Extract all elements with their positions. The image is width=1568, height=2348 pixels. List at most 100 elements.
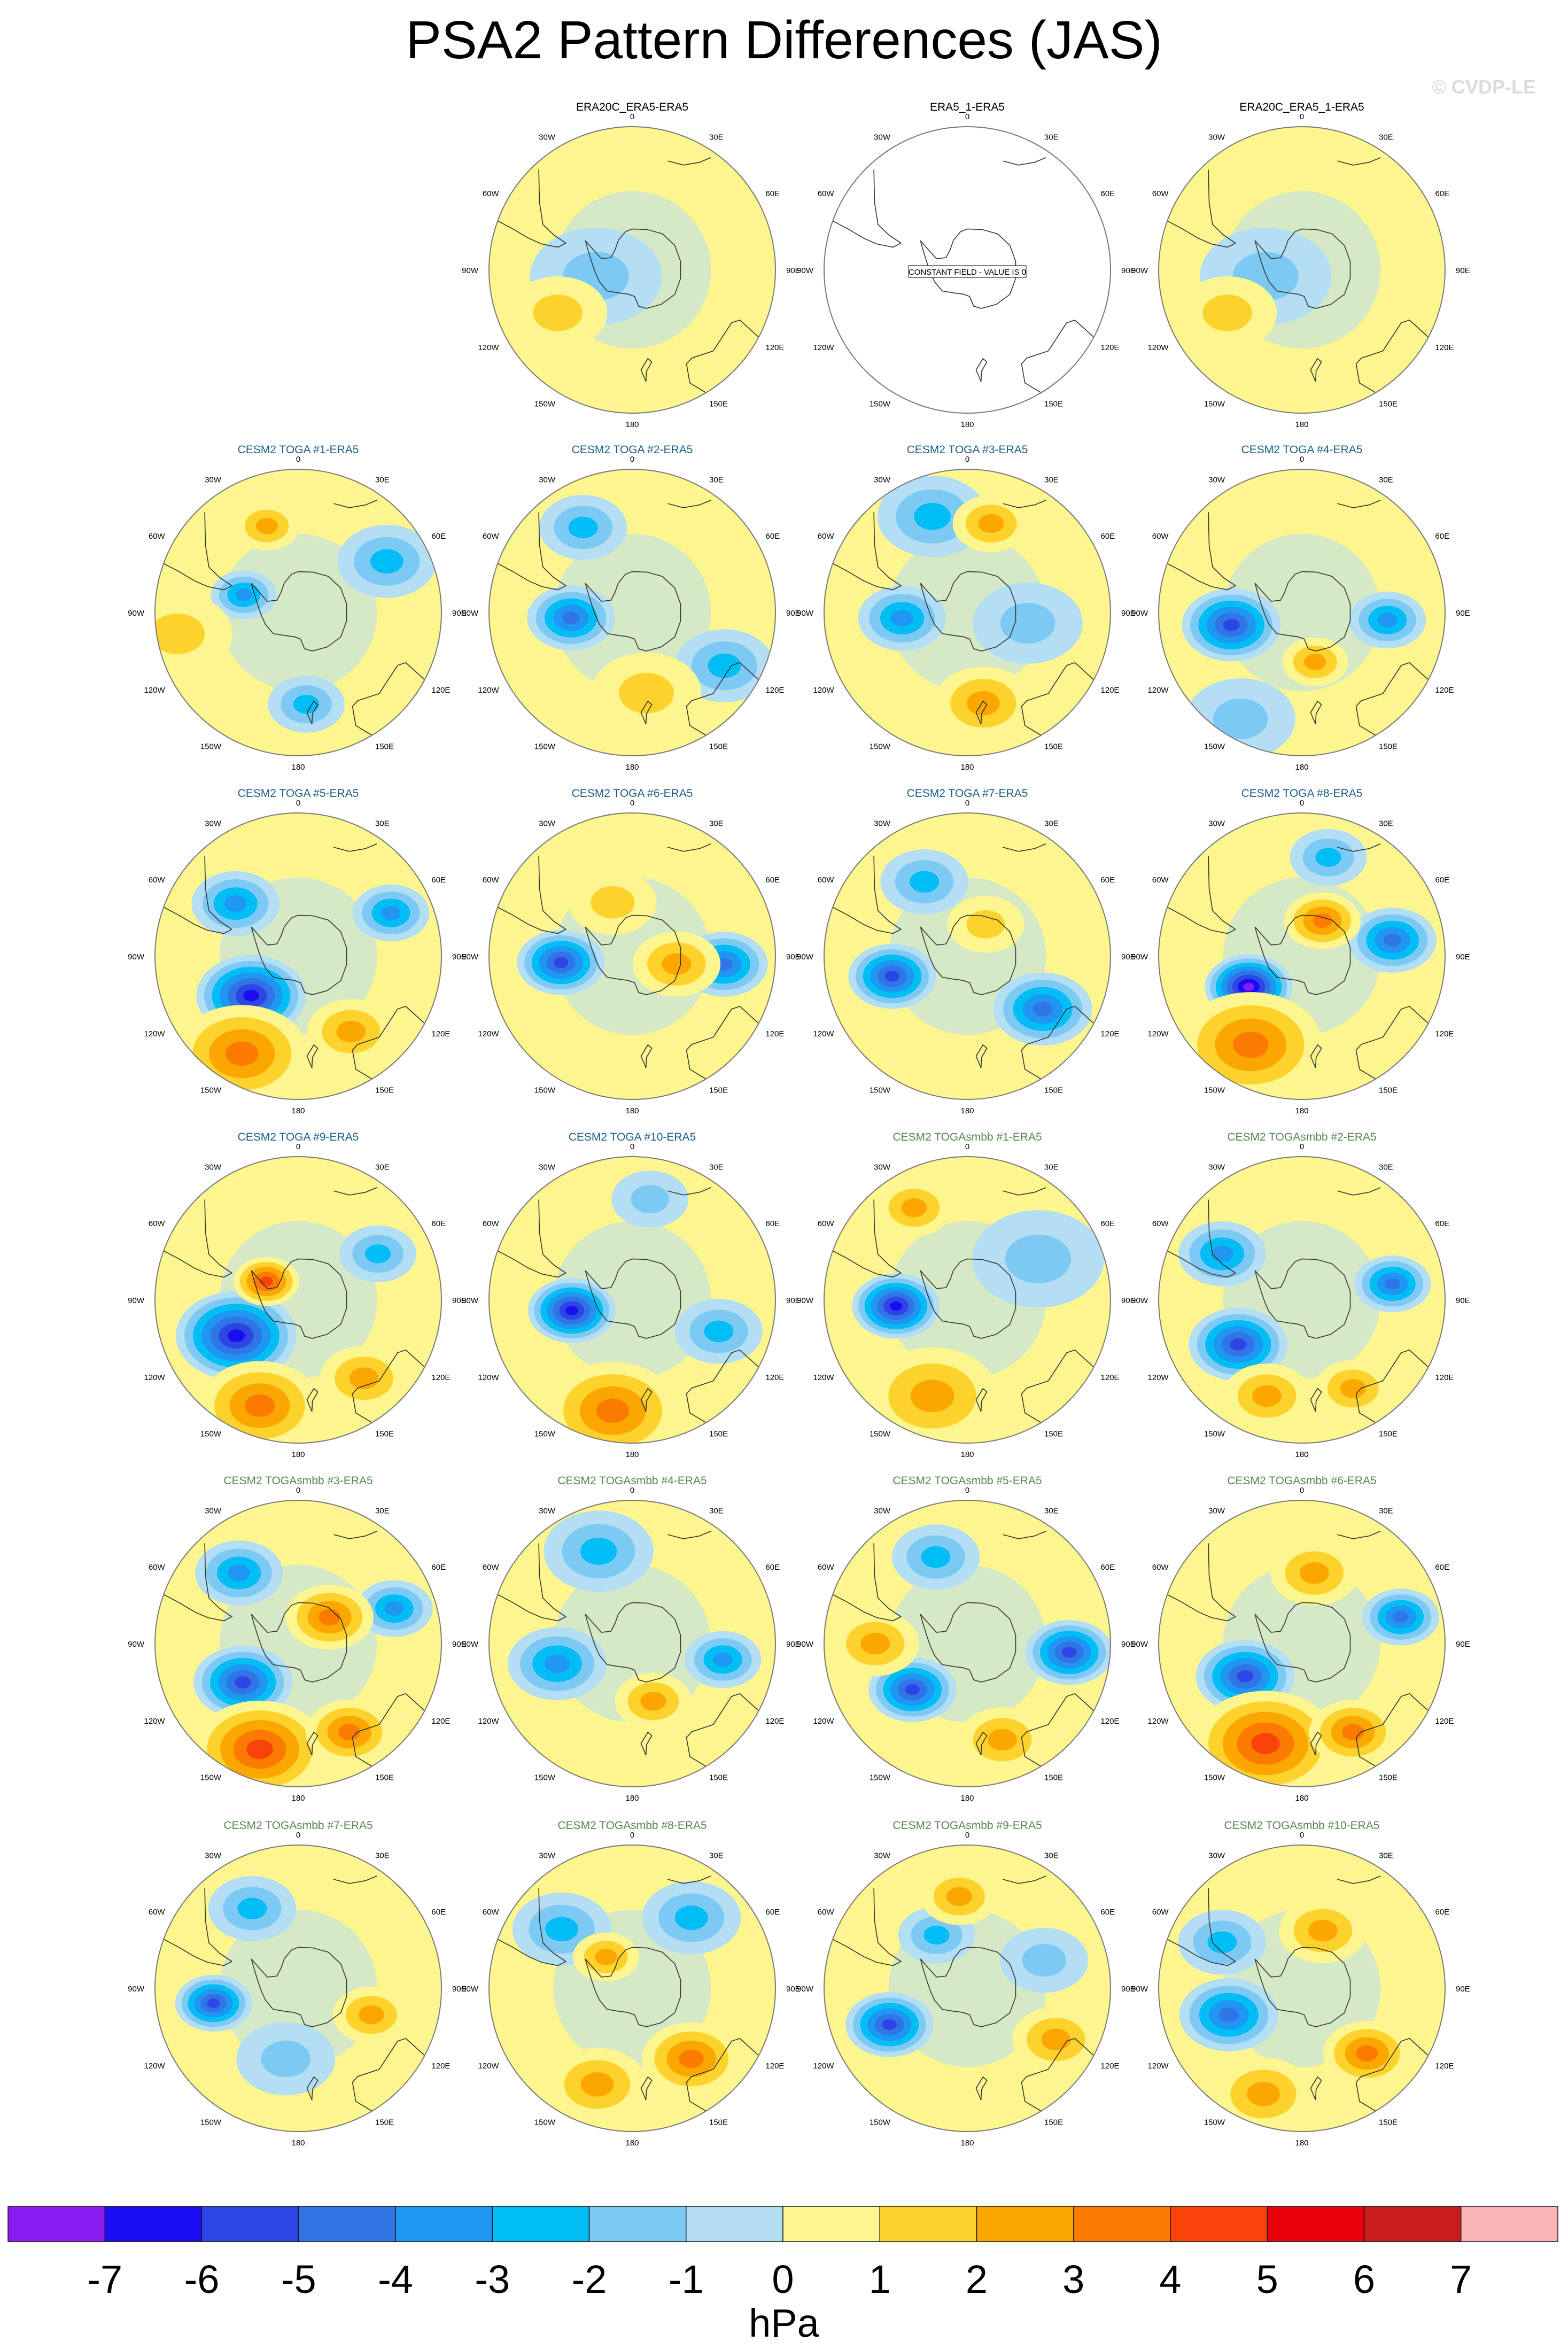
coastline-africa <box>1337 1531 1381 1539</box>
panel-title: CESM2 TOGA #3-ERA5 <box>907 444 1028 456</box>
longitude-label: 90W <box>462 266 479 275</box>
coastline-south-america <box>832 1888 902 1966</box>
anomaly-contour <box>713 1652 733 1667</box>
longitude-label: 0 <box>965 1831 969 1840</box>
map-frame <box>1158 1156 1446 1444</box>
longitude-label: 30W <box>874 1507 891 1516</box>
coastline-africa <box>333 1876 377 1884</box>
longitude-label: 90W <box>797 1640 814 1649</box>
anomaly-contour <box>545 1917 578 1942</box>
anomaly-contour <box>674 1905 708 1930</box>
longitude-label: 0 <box>296 1142 300 1151</box>
longitude-label: 150W <box>534 399 556 408</box>
longitude-label: 180 <box>1295 763 1308 772</box>
coastline-new-zealand <box>640 1731 653 1756</box>
anomaly-contour <box>1223 618 1240 631</box>
longitude-label: 90E <box>1121 609 1136 618</box>
map-panel: 0 30E 60E 90E 120E 150E 180 150W 120W 90W 60W 30W CE… <box>462 444 801 772</box>
coastline-africa <box>1337 1187 1381 1196</box>
longitude-label: 90W <box>797 1985 814 1994</box>
longitude-label: 150W <box>200 1773 222 1782</box>
coastline-africa <box>333 500 377 508</box>
anomaly-contour <box>679 2049 704 2068</box>
coastline-new-zealand <box>975 1388 988 1412</box>
anomaly-contour <box>1005 1234 1072 1283</box>
longitude-label: 60W <box>149 532 166 541</box>
longitude-label: 30W <box>205 819 222 828</box>
coastline-australia <box>1021 1005 1095 1080</box>
anomaly-contour <box>261 2040 311 2078</box>
longitude-label: 150E <box>1044 1429 1063 1438</box>
anomaly-contour <box>553 533 711 692</box>
longitude-label: 150W <box>870 1086 891 1095</box>
anomaly-contour <box>860 1632 890 1655</box>
constant-field-label: CONSTANT FIELD - VALUE IS 0 <box>909 268 1026 277</box>
longitude-label: 0 <box>630 1486 634 1495</box>
anomaly-contour <box>1340 1379 1366 1398</box>
map-panel: 0 30E 60E 90E 120E 150E 180 150W 120W 90W 60W 30W CE… <box>797 1475 1136 1803</box>
longitude-label: 180 <box>960 2138 974 2148</box>
longitude-label: 150W <box>870 742 891 751</box>
anomaly-contour <box>381 905 401 920</box>
anomaly-contour <box>336 1020 366 1043</box>
coastline-antarctica <box>920 915 1016 995</box>
anomaly-contour <box>225 1041 259 1066</box>
coastline-new-zealand <box>306 1388 319 1412</box>
map-frame <box>1158 126 1446 414</box>
longitude-label: 60E <box>765 875 780 885</box>
anomaly-contour <box>1243 982 1254 991</box>
longitude-label: 120E <box>1100 1029 1119 1039</box>
longitude-label: 30E <box>1044 476 1059 485</box>
longitude-label: 90W <box>462 1296 479 1305</box>
longitude-label: 0 <box>1300 1831 1304 1840</box>
panel-title: CESM2 TOGA #1-ERA5 <box>238 444 359 456</box>
map-panel: 0 30E 60E 90E 120E 150E 180 150W 120W 90W 60W 30W CE… <box>462 1819 801 2148</box>
longitude-label: 120E <box>1435 1029 1454 1039</box>
longitude-label: 30W <box>874 819 891 828</box>
anomaly-contour <box>246 1739 273 1760</box>
coastline-south-america <box>832 1199 902 1278</box>
longitude-label: 0 <box>630 455 634 464</box>
anomaly-contour <box>370 549 403 574</box>
map-panel: 0 30E 60E 90E 120E 150E 180 150W 120W 90W 60W 30W CE… <box>128 1819 467 2148</box>
coastline-south-america <box>832 169 902 248</box>
longitude-label: 150E <box>1379 399 1398 408</box>
coastline-new-zealand <box>640 358 653 382</box>
longitude-label: 90E <box>1456 1640 1470 1649</box>
longitude-label: 120W <box>1147 1029 1169 1039</box>
longitude-label: 150E <box>1044 742 1063 751</box>
longitude-label: 0 <box>965 112 969 121</box>
anomaly-contour <box>914 502 951 530</box>
longitude-label: 180 <box>960 420 974 429</box>
anomaly-contour <box>1313 913 1332 928</box>
longitude-label: 150E <box>709 399 728 408</box>
longitude-label: 180 <box>1295 1106 1308 1115</box>
longitude-label: 90W <box>462 609 479 618</box>
anomaly-contour <box>219 533 377 692</box>
longitude-label: 90W <box>128 1640 145 1649</box>
longitude-label: 150E <box>375 2118 394 2127</box>
map-panel: 0 30E 60E 90E 120E 150E 180 150W 120W 90W 60W 30W CE… <box>1131 444 1470 772</box>
anomaly-contour <box>565 1306 578 1315</box>
longitude-label: 150E <box>709 1429 728 1438</box>
longitude-label: 30E <box>1044 1163 1059 1172</box>
coastline-antarctica <box>251 1947 347 2027</box>
longitude-label: 60E <box>1100 1908 1115 1917</box>
coastline-south-america <box>497 856 567 934</box>
longitude-label: 30W <box>1208 1163 1225 1172</box>
longitude-label: 90W <box>1131 609 1148 618</box>
coastline-new-zealand <box>975 2076 988 2101</box>
anomaly-contour <box>1304 654 1326 670</box>
longitude-label: 90E <box>1456 266 1470 275</box>
anomaly-contour <box>1315 848 1341 867</box>
anomaly-contour <box>224 895 247 912</box>
longitude-label: 120W <box>1147 1373 1169 1382</box>
map-frame <box>824 1845 1111 2132</box>
longitude-label: 60W <box>818 1563 835 1572</box>
anomaly-contour <box>1378 613 1398 627</box>
longitude-label: 150W <box>534 1429 556 1438</box>
coastline-australia <box>1021 1349 1095 1423</box>
map-frame <box>1158 812 1446 1100</box>
longitude-label: 120W <box>478 2062 499 2071</box>
longitude-label: 90W <box>797 609 814 618</box>
